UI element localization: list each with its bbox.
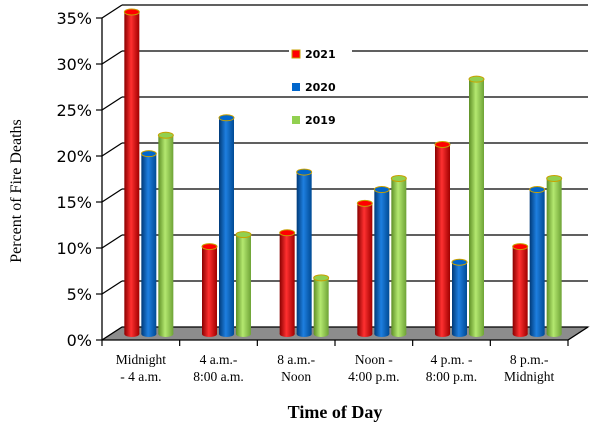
y-tick-label: 10% [56,239,92,258]
legend-entry-bg [289,112,352,128]
x-tick-label: 8 p.m.-Midnight [504,352,555,384]
gridline-depth [101,96,123,111]
x-tick-label: 8 a.m.-Noon [277,352,315,384]
gridline-depth [101,326,123,341]
gridline-depth [101,234,123,249]
bar: 2020: 23.5% [218,114,235,337]
gridline-depth [101,280,123,295]
y-tick-label: 15% [56,193,92,212]
bar: 2020: 17.6% [296,168,313,337]
legend: 2021 2020 2019 [289,46,352,128]
bar: 2021: 9.5% [201,243,218,337]
y-tick-label: 30% [56,55,92,74]
y-tick-label: 25% [56,101,92,120]
gridline-depth [101,142,123,157]
bar: 2020: 7.8% [451,258,468,337]
gridline-depth [101,4,123,19]
legend-swatch [291,49,301,59]
legend-swatch [292,83,300,91]
y-axis-title: Percent of Fire Deaths [8,119,25,263]
bar: 2021: 35% [123,8,140,337]
x-axis-title: Time of Day [288,402,383,422]
bar: 2021: 14.2% [356,199,373,337]
bar: 2021: 9.5% [512,243,529,337]
bar: 2019: 6.1% [313,274,330,337]
bar: 2021: 20.6% [434,140,451,337]
bar: 2019: 16.9% [390,175,407,337]
y-tick-label: 0% [67,331,92,350]
bar: 2020: 15.7% [529,186,546,337]
y-tick-label: 20% [56,147,92,166]
x-tick-label: 4 p.m. -8:00 p.m. [426,352,477,384]
legend-label: 2019 [305,114,336,127]
y-tick-label: 5% [67,285,92,304]
bar: 2020: 15.7% [373,186,390,337]
x-tick-label: 4 a.m.-8:00 a.m. [193,352,244,384]
bar: 2019: 27.7% [468,75,485,337]
bar: 2019: 16.9% [546,175,563,337]
legend-swatch [292,116,300,124]
x-tick-label: Noon -4:00 p.m. [348,352,399,384]
bar: 2019: 21.6% [157,131,174,337]
x-tick-label: Midnight - 4 a.m. [116,352,167,384]
bar: 2019: 10.8% [235,231,252,337]
gridline-depth [101,188,123,203]
bar: 2021: 11% [279,229,296,337]
legend-entry-bg [289,79,352,95]
floor-edge [567,326,589,341]
y-tick-label: 35% [56,9,92,28]
legend-label: 2020 [305,81,336,94]
legend-label: 2021 [305,48,336,61]
gridline-depth [101,50,123,65]
legend-entry-bg [289,46,352,62]
bar: 2020: 19.6% [140,150,157,337]
